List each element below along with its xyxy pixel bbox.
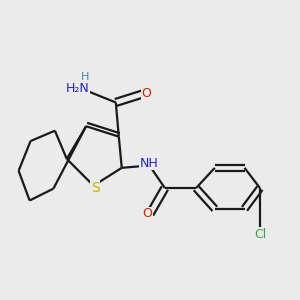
Text: S: S bbox=[91, 181, 99, 195]
Text: H₂N: H₂N bbox=[65, 82, 89, 95]
Text: O: O bbox=[142, 87, 152, 100]
Text: NH: NH bbox=[140, 157, 159, 169]
Text: Cl: Cl bbox=[254, 228, 266, 241]
Text: H: H bbox=[80, 72, 89, 82]
Text: O: O bbox=[142, 207, 152, 220]
